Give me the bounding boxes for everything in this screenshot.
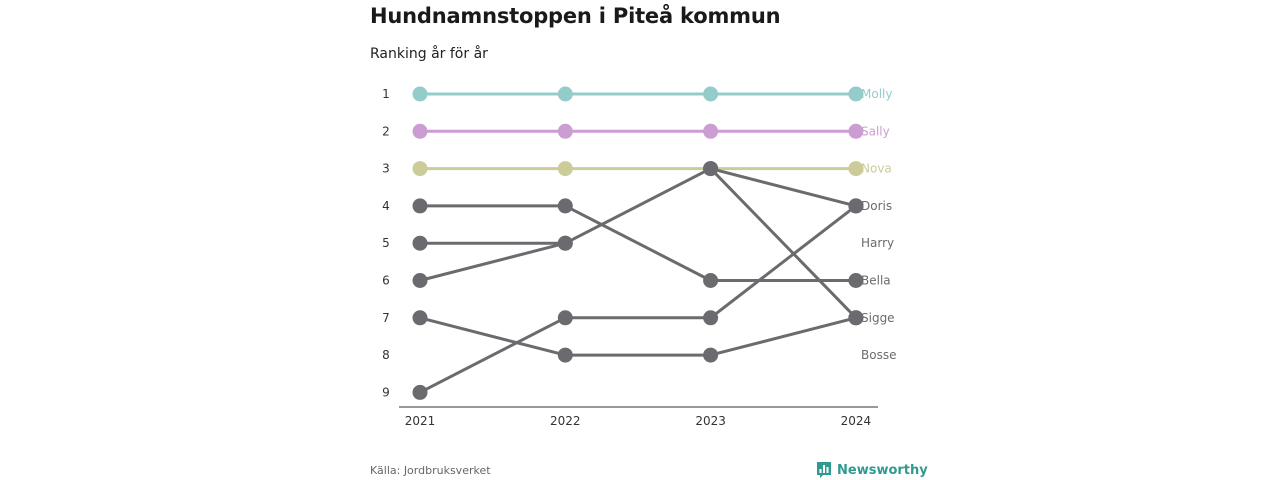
data-point bbox=[703, 347, 719, 363]
y-tick-label: 5 bbox=[382, 236, 390, 250]
data-point bbox=[412, 86, 428, 102]
series-line-segment bbox=[418, 241, 567, 282]
chart-title: Hundnamnstoppen i Piteå kommun bbox=[370, 4, 781, 28]
x-tick-label: 2022 bbox=[550, 414, 581, 428]
end-label: Bella bbox=[861, 274, 891, 288]
series-line-segment bbox=[709, 167, 858, 208]
data-point bbox=[848, 86, 864, 102]
x-tick-label: 2023 bbox=[695, 414, 726, 428]
series-line-segment bbox=[709, 167, 858, 320]
source-note: Källa: Jordbruksverket bbox=[370, 464, 491, 477]
axis-layer: 2021 2022 2023 2024 1 2 3 4 5 6 7 8 9 bbox=[382, 87, 878, 428]
y-tick-label: 3 bbox=[382, 162, 390, 176]
end-label: Nova bbox=[861, 162, 892, 176]
x-tick-label: 2021 bbox=[405, 414, 436, 428]
end-label: Harry bbox=[861, 236, 894, 250]
brand-logo[interactable]: Newsworthy bbox=[816, 461, 928, 479]
data-point bbox=[412, 384, 428, 400]
data-point bbox=[557, 347, 573, 363]
data-point bbox=[703, 310, 719, 326]
data-point bbox=[557, 161, 573, 177]
series-line-segment bbox=[418, 316, 567, 394]
data-point bbox=[412, 235, 428, 251]
data-point bbox=[557, 235, 573, 251]
end-label: Sally bbox=[861, 124, 890, 138]
lines-layer bbox=[418, 92, 858, 394]
data-point bbox=[412, 273, 428, 288]
bar-chart-logo-icon bbox=[817, 462, 831, 478]
data-point bbox=[848, 123, 864, 139]
end-label: Molly bbox=[861, 87, 892, 101]
data-point bbox=[412, 123, 428, 139]
chart-subtitle: Ranking år för år bbox=[370, 46, 488, 62]
end-label: Bosse bbox=[861, 348, 896, 362]
data-point bbox=[412, 310, 428, 326]
data-point bbox=[848, 273, 864, 288]
y-tick-label: 6 bbox=[382, 274, 390, 288]
y-tick-label: 4 bbox=[382, 199, 390, 213]
y-tick-label: 7 bbox=[382, 311, 390, 325]
data-point bbox=[412, 198, 428, 214]
data-point bbox=[557, 310, 573, 326]
data-point bbox=[557, 198, 573, 214]
data-point bbox=[412, 161, 428, 177]
y-tick-label: 9 bbox=[382, 385, 390, 399]
data-point bbox=[557, 86, 573, 102]
data-point bbox=[703, 86, 719, 102]
end-label: Doris bbox=[861, 199, 892, 213]
x-tick-label: 2024 bbox=[841, 414, 872, 428]
y-tick-label: 2 bbox=[382, 124, 390, 138]
y-tick-label: 8 bbox=[382, 348, 390, 362]
labels-layer: Molly Sally Nova Doris Harry Bella Sigge Bosse bbox=[861, 87, 896, 362]
end-label: Sigge bbox=[861, 311, 895, 325]
series-line-segment bbox=[709, 316, 858, 357]
data-point bbox=[848, 198, 864, 214]
brand-name: Newsworthy bbox=[837, 462, 928, 478]
y-tick-label: 1 bbox=[382, 87, 390, 101]
data-point bbox=[848, 161, 864, 177]
data-point bbox=[703, 123, 719, 139]
series-line-segment bbox=[563, 204, 713, 282]
series-line-segment bbox=[418, 316, 567, 357]
data-point bbox=[848, 310, 864, 326]
data-point bbox=[703, 273, 719, 288]
data-point bbox=[557, 123, 573, 139]
data-point bbox=[703, 161, 719, 177]
series-line-segment bbox=[563, 167, 713, 245]
series-line-segment bbox=[709, 204, 858, 320]
points-layer bbox=[412, 86, 864, 400]
